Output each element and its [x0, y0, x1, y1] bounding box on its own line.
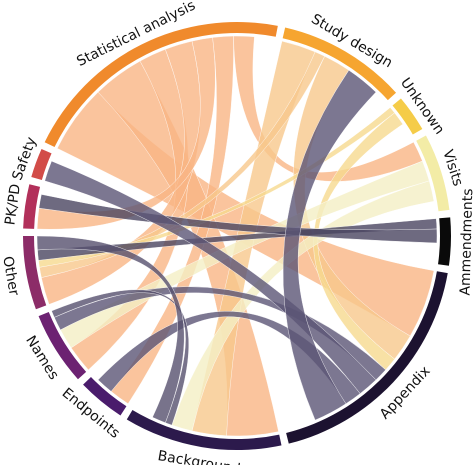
chord-ribbon — [38, 194, 438, 244]
segment-arc — [83, 377, 127, 416]
segment-label: Other — [0, 255, 22, 297]
segment-arc — [23, 184, 41, 229]
chord-ribbon — [44, 160, 377, 394]
segment-label: Ammendments — [458, 188, 474, 296]
segment-arc — [44, 22, 278, 148]
chord-ribbon — [39, 51, 325, 278]
segment-label: PK/PD — [2, 183, 24, 226]
segment-arc — [38, 312, 87, 380]
chord-ribbon — [282, 69, 377, 421]
segment-arc — [392, 98, 423, 135]
segment-label: Endpoints — [59, 385, 123, 442]
segment-label: Appendix — [377, 363, 434, 422]
segment-label: Background — [157, 448, 242, 465]
segment-arc — [23, 236, 47, 310]
segment-arc — [126, 410, 282, 450]
chords — [36, 35, 438, 437]
segment-arc — [31, 148, 52, 181]
segment-arc — [416, 135, 450, 212]
segment-arc — [282, 27, 397, 101]
segment-arc — [438, 217, 451, 266]
chord-ribbon — [38, 107, 395, 268]
chord-ribbon — [36, 235, 185, 423]
chord-ribbon — [36, 37, 216, 230]
